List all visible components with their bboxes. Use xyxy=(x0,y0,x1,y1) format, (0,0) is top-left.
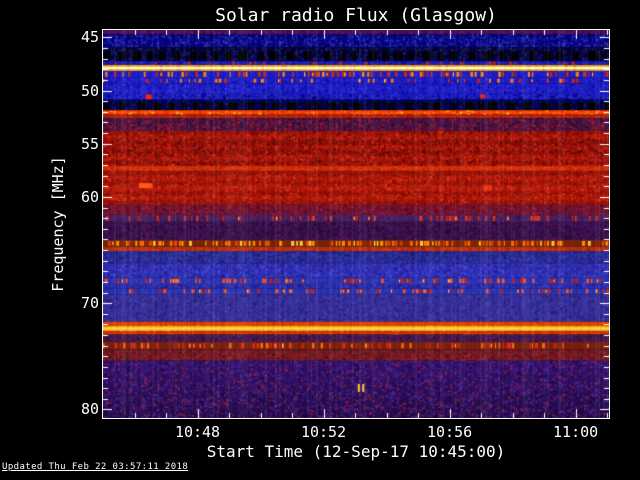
y-tick-label: 45 xyxy=(80,28,99,47)
updated-timestamp: Updated Thu Feb 22 03:57:11 2018 xyxy=(2,462,189,472)
y-tick-label: 55 xyxy=(80,134,99,153)
y-tick-label: 70 xyxy=(80,294,99,313)
x-tick-label: 10:52 xyxy=(300,423,347,441)
x-axis-title: Start Time (12-Sep-17 10:45:00) xyxy=(206,442,506,461)
x-tick-label: 10:48 xyxy=(174,423,221,441)
y-axis-title: Frequency [MHz] xyxy=(49,156,67,292)
plot-border xyxy=(102,29,610,419)
y-tick-label: 50 xyxy=(80,81,99,100)
x-tick-label: 10:56 xyxy=(426,423,473,441)
x-tick-label: 11:00 xyxy=(553,423,599,441)
chart-title: Solar radio Flux (Glasgow) xyxy=(215,5,497,26)
y-tick-label: 80 xyxy=(80,400,99,419)
y-tick-label: 60 xyxy=(80,187,99,206)
spectrogram-canvas xyxy=(103,30,609,418)
